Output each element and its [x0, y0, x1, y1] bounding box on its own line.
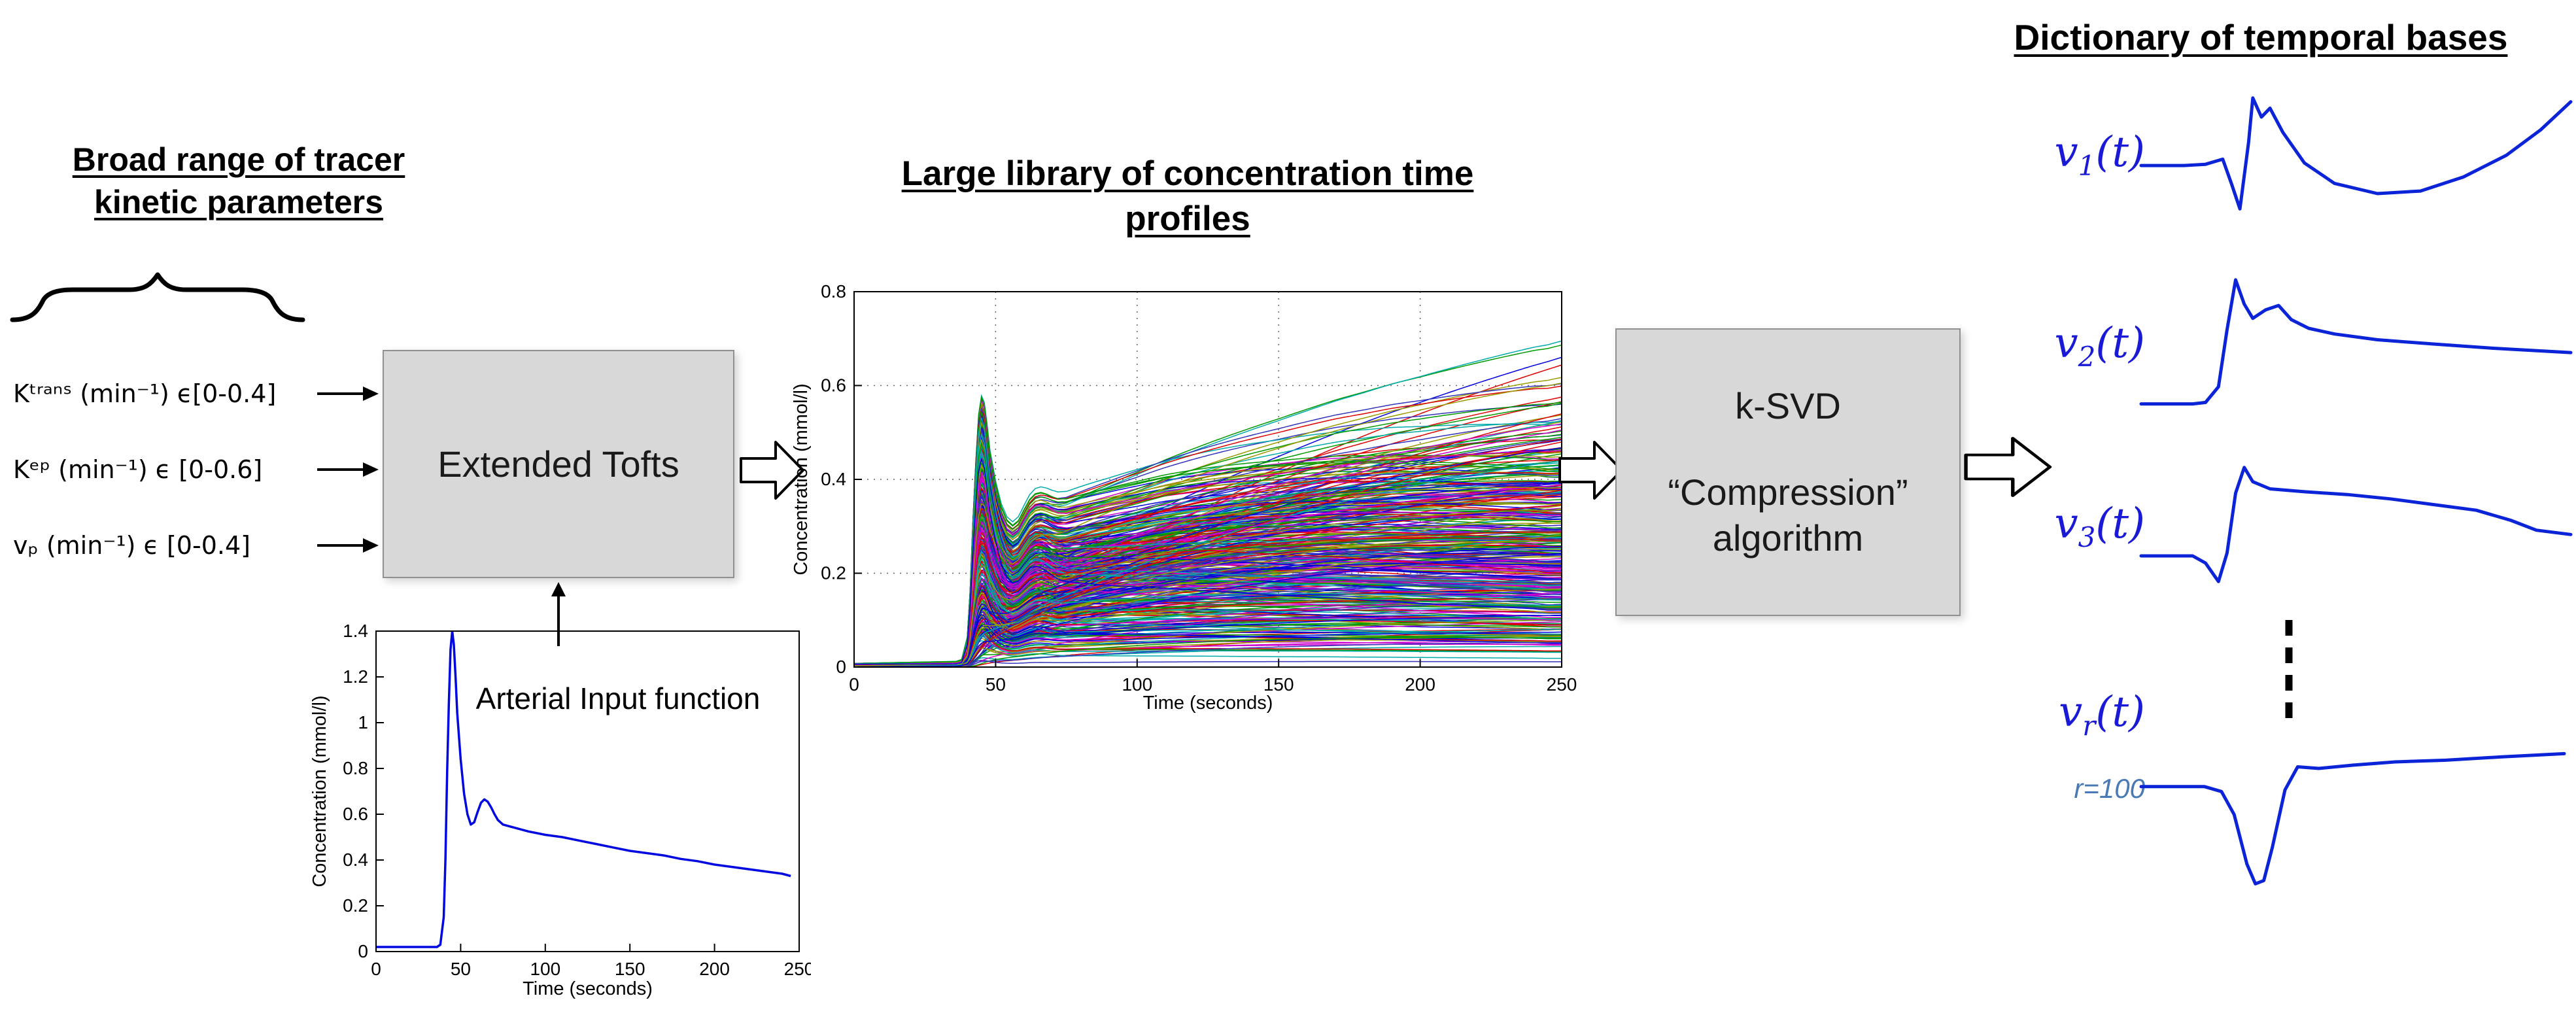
basis-curve-svg	[2139, 466, 2573, 583]
svg-text:0: 0	[849, 674, 859, 695]
svg-text:100: 100	[530, 959, 560, 979]
svg-text:0.4: 0.4	[343, 850, 368, 870]
svg-text:50: 50	[986, 674, 1006, 695]
svg-text:0: 0	[371, 959, 381, 979]
basis-arg: (t)	[2095, 500, 2145, 548]
svg-text:1.2: 1.2	[343, 666, 368, 687]
param-ktrans: Kᵗʳᵃⁿˢ (min⁻¹) ϵ[0-0.4]	[13, 379, 379, 408]
svg-text:0.6: 0.6	[343, 804, 368, 824]
aif-annotation: Arterial Input function	[475, 681, 761, 715]
svg-text:0.8: 0.8	[821, 281, 846, 301]
svg-text:Time (seconds): Time (seconds)	[523, 978, 653, 999]
basis-sub: r	[2082, 709, 2096, 742]
flow-arrow-2-icon	[1558, 441, 1623, 500]
svg-text:Time (seconds): Time (seconds)	[1143, 693, 1273, 714]
aif-chart: 0 50 100 150 200 250 0 0.2 0.4 0.6 0.8 1 1.2 1.4 Time …	[307, 611, 814, 1004]
library-chart: 0 50 100 150 200 250 0 0.2 0.4 0.6 0.8 Time (second…	[789, 273, 1600, 718]
svg-text:0: 0	[836, 657, 846, 677]
param-ktrans-label: Kᵗʳᵃⁿˢ (min⁻¹) ϵ[0-0.4]	[13, 379, 277, 408]
svg-text:200: 200	[1405, 674, 1435, 695]
extended-tofts-box: Extended Tofts	[383, 350, 734, 578]
ksvd-line2: “Compression”	[1668, 472, 1908, 513]
basis-var: v	[2054, 319, 2078, 368]
svg-text:0.6: 0.6	[821, 375, 846, 396]
basis-var: v	[2054, 500, 2078, 548]
param-kep: Kᵉᵖ (min⁻¹) ϵ [0-0.6]	[13, 455, 379, 484]
dictionary-heading-text: Dictionary of temporal bases	[2014, 17, 2508, 58]
arrow-right-icon	[317, 387, 379, 401]
svg-text:50: 50	[451, 959, 471, 979]
parameter-list: Kᵗʳᵃⁿˢ (min⁻¹) ϵ[0-0.4] Kᵉᵖ (min⁻¹) ϵ [0…	[13, 379, 379, 560]
dictionary-heading: Dictionary of temporal bases	[1934, 14, 2576, 61]
library-heading-line2: profiles	[1125, 199, 1250, 238]
left-heading: Broad range of tracer kinetic parameters	[13, 139, 464, 224]
ksvd-title: k-SVD	[1735, 385, 1841, 426]
left-heading-line2: kinetic parameters	[94, 184, 383, 220]
svg-text:150: 150	[615, 959, 645, 979]
ksvd-box: k-SVD “Compression” algorithm	[1615, 328, 1961, 616]
ksvd-line3: algorithm	[1712, 517, 1864, 559]
svg-text:250: 250	[784, 959, 811, 979]
basis-sub: 1	[2078, 149, 2096, 182]
svg-text:0.2: 0.2	[343, 895, 368, 916]
basis-arg: (t)	[2095, 319, 2145, 368]
svg-text:150: 150	[1263, 674, 1294, 695]
basis-var: v	[2059, 688, 2083, 736]
basis-curve-svg	[2139, 751, 2566, 886]
svg-text:0.8: 0.8	[343, 758, 368, 778]
arrow-right-icon	[317, 462, 379, 477]
library-heading-line1: Large library of concentration time	[901, 154, 1474, 193]
basis-sub: 3	[2078, 521, 2096, 553]
svg-text:0.4: 0.4	[821, 469, 846, 489]
arrow-right-icon	[317, 538, 379, 553]
basis-var: v	[2054, 128, 2078, 177]
library-heading: Large library of concentration time prof…	[795, 152, 1580, 242]
svg-text:0: 0	[358, 941, 368, 961]
svg-text:1: 1	[358, 712, 368, 732]
svg-text:0.2: 0.2	[821, 563, 846, 583]
vertical-ellipsis-icon	[2285, 620, 2293, 719]
basis-arg: (t)	[2095, 128, 2145, 177]
svg-text:Concentration (mmol/l): Concentration (mmol/l)	[309, 695, 330, 887]
svg-text:1.4: 1.4	[343, 621, 368, 641]
r-value-label: r=100	[2074, 773, 2145, 804]
basis-sub: 2	[2078, 340, 2096, 373]
flow-arrow-3-icon	[1964, 437, 2052, 497]
basis-arg: (t)	[2095, 688, 2145, 736]
extended-tofts-label: Extended Tofts	[438, 443, 679, 485]
flow-arrow-1-icon	[740, 441, 804, 500]
basis-label-v1: v1(t)	[1949, 128, 2145, 179]
param-vp-label: vₚ (min⁻¹) ϵ [0-0.4]	[13, 531, 250, 560]
left-heading-line1: Broad range of tracer	[72, 141, 405, 178]
basis-label-v2: v2(t)	[1949, 319, 2145, 370]
svg-text:200: 200	[699, 959, 730, 979]
basis-curve-svg	[2139, 96, 2573, 211]
svg-text:250: 250	[1547, 674, 1577, 695]
svg-text:100: 100	[1122, 674, 1152, 695]
library-chart-svg: 0 50 100 150 200 250 0 0.2 0.4 0.6 0.8 Time (second…	[791, 281, 1577, 714]
basis-label-vr: vr(t)	[1949, 688, 2145, 739]
param-kep-label: Kᵉᵖ (min⁻¹) ϵ [0-0.6]	[13, 455, 263, 484]
aif-input-arrow-icon	[551, 582, 566, 646]
basis-curve-svg	[2139, 278, 2573, 406]
param-vp: vₚ (min⁻¹) ϵ [0-0.4]	[13, 531, 379, 560]
curly-brace-icon	[10, 272, 305, 322]
basis-label-v3: v3(t)	[1949, 500, 2145, 551]
aif-chart-svg: 0 50 100 150 200 250 0 0.2 0.4 0.6 0.8 1 1.2 1.4 Time …	[309, 621, 814, 999]
svg-text:Concentration (mmol/l): Concentration (mmol/l)	[791, 383, 812, 575]
